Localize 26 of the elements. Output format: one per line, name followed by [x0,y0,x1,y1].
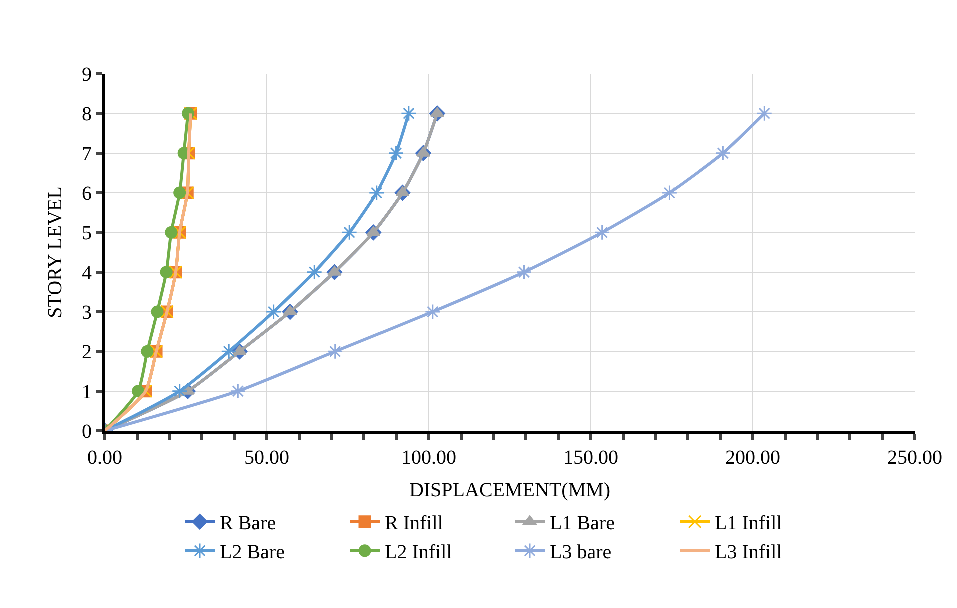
x-tick-label: 100.00 [402,447,456,469]
x-tick-label: 0.00 [88,447,122,469]
x-tick-label: 200.00 [726,447,780,469]
legend-label: L3 Infill [715,542,783,564]
y-tick-label: 2 [82,342,92,364]
y-tick-label: 8 [82,104,92,126]
x-tick-label: 150.00 [564,447,618,469]
y-tick-label: 4 [82,262,92,284]
legend-label: R Bare [220,512,276,535]
x-tick-label: 250.00 [888,447,942,469]
y-tick-label: 7 [82,143,92,166]
x-axis-title: DISPLACEMENT(MM) [409,480,611,502]
legend-label: R Infill [385,512,444,535]
legend-label: L1 Bare [550,512,616,535]
y-tick-label: 1 [82,381,92,404]
y-axis-title: STORY LEVEL [44,186,66,318]
y-tick-label: 0 [82,421,92,443]
y-tick-label: 9 [82,64,92,86]
legend-label: L2 Bare [220,542,286,564]
legend-label: L1 Infill [715,512,783,535]
legend-label: L2 Infill [385,542,453,564]
legend-label: L3 bare [550,542,612,564]
x-tick-label: 50.00 [244,447,290,469]
y-tick-label: 6 [82,183,92,205]
y-tick-label: 3 [82,302,92,324]
y-tick-label: 5 [82,222,92,245]
